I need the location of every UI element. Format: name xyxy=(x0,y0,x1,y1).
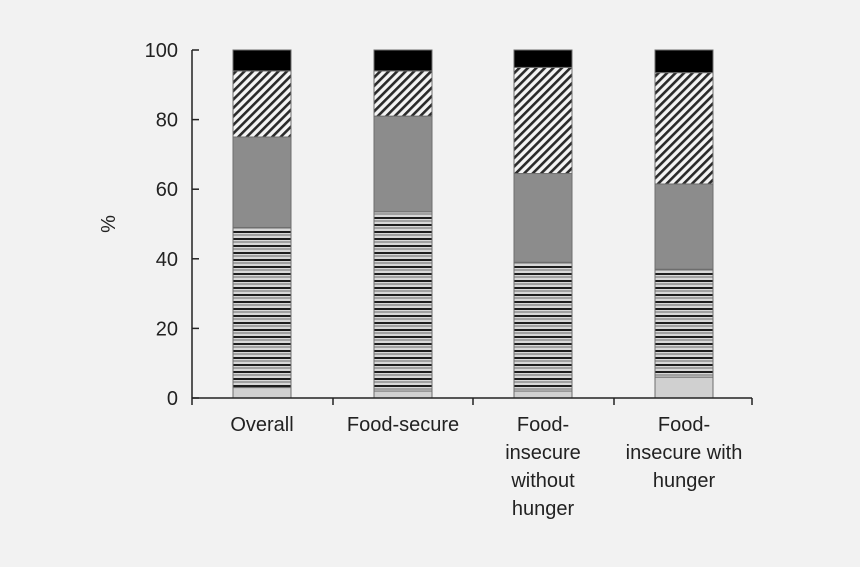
bar-segment-3-5 xyxy=(513,49,573,68)
bar-segment-3-3 xyxy=(513,173,573,263)
bar-segment-4-2 xyxy=(654,268,714,378)
bar-segment-2-3 xyxy=(373,115,433,213)
axes-layer xyxy=(191,49,753,405)
x-category-label: Food-secure xyxy=(347,414,459,436)
y-tick-label: 20 xyxy=(156,318,178,340)
y-tick-label: 40 xyxy=(156,249,178,271)
bar-segment-2-2 xyxy=(373,211,433,392)
bar-segment-3-1 xyxy=(513,390,573,399)
labels-layer: 0 20 40 60 80 100 Overall Food-secure Food-insec… xyxy=(145,40,743,520)
x-category-label: Food-insecure with hunger xyxy=(626,414,743,492)
x-category-label: Overall xyxy=(230,414,293,436)
bar-segment-4-5 xyxy=(654,49,714,74)
x-category-label: Food-insecure without hunger xyxy=(505,414,581,520)
y-tick-label: 80 xyxy=(156,110,178,132)
y-tick-label: 100 xyxy=(145,40,178,62)
bar-segment-3-2 xyxy=(513,261,573,392)
bar-segment-2-5 xyxy=(373,49,433,72)
bars-layer xyxy=(232,49,714,399)
y-tick-label: 0 xyxy=(167,388,178,410)
bar-segment-4-1 xyxy=(654,376,714,399)
bar-segment-1-3 xyxy=(232,136,292,228)
bar-segment-4-3 xyxy=(654,183,714,270)
bar-segment-1-1 xyxy=(232,387,292,399)
bar-segment-2-4 xyxy=(373,70,433,117)
bar-segment-4-4 xyxy=(654,72,714,185)
y-axis-label: % xyxy=(98,215,120,233)
y-tick-label: 60 xyxy=(156,179,178,201)
bar-segment-1-5 xyxy=(232,49,292,72)
bar-segment-1-4 xyxy=(232,70,292,138)
bar-segment-1-2 xyxy=(232,226,292,389)
bar-segment-3-4 xyxy=(513,66,573,175)
bar-segment-2-1 xyxy=(373,390,433,399)
